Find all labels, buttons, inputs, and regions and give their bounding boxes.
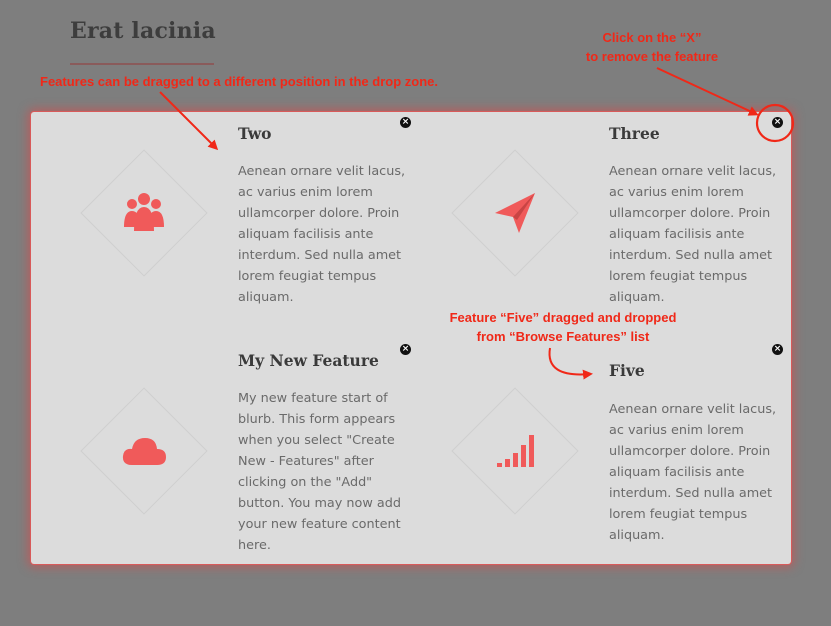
signal-bars-icon	[497, 435, 534, 467]
feature-title: My New Feature	[238, 351, 379, 370]
feature-title: Five	[609, 361, 645, 380]
remove-feature-close-icon[interactable]: ×	[772, 344, 783, 355]
annotation-dropped-hint: Feature “Five” dragged and dropped from …	[449, 310, 677, 344]
title-underline	[70, 63, 214, 65]
feature-card-my-new-feature[interactable]: My New Feature My new feature start of b…	[31, 338, 411, 564]
users-icon	[124, 193, 164, 231]
annotation-drag-hint: Features can be dragged to a different p…	[40, 74, 438, 89]
feature-body: Aenean ornare velit lacus, ac varius eni…	[609, 402, 777, 543]
feature-body: Aenean ornare velit lacus, ac varius eni…	[609, 164, 777, 305]
feature-icon-frame	[80, 149, 208, 277]
feature-body: My new feature start of blurb. This form…	[238, 391, 401, 553]
feature-drop-zone[interactable]: Two Aenean ornare velit lacus, ac varius…	[31, 112, 791, 564]
annotation-remove-hint: Click on the “X” to remove the feature	[585, 30, 719, 64]
feature-title: Three	[609, 124, 660, 143]
feature-title: Two	[238, 124, 272, 143]
remove-feature-close-icon[interactable]: ×	[772, 117, 783, 128]
feature-card-two[interactable]: Two Aenean ornare velit lacus, ac varius…	[31, 112, 411, 338]
feature-body: Aenean ornare velit lacus, ac varius eni…	[238, 164, 406, 305]
remove-feature-close-icon[interactable]: ×	[400, 117, 411, 128]
feature-icon-frame	[451, 387, 579, 515]
paper-plane-icon	[495, 193, 535, 233]
feature-icon-frame	[451, 149, 579, 277]
cloud-icon	[122, 438, 166, 465]
remove-hint-arrow	[656, 67, 759, 116]
feature-card-three[interactable]: Three Aenean ornare velit lacus, ac vari…	[411, 112, 791, 338]
remove-feature-close-icon[interactable]: ×	[400, 344, 411, 355]
page-title: Erat lacinia	[70, 18, 216, 44]
feature-icon-frame	[80, 387, 208, 515]
feature-card-five[interactable]: Five Aenean ornare velit lacus, ac variu…	[411, 338, 791, 564]
